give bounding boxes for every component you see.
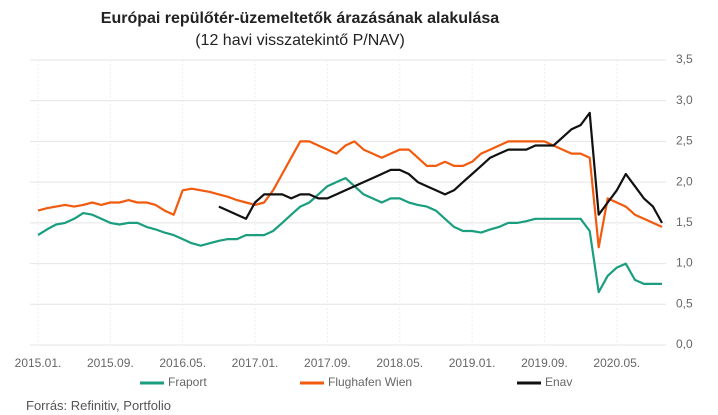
x-tick-label: 2015.09. [87, 356, 134, 370]
x-tick-label: 2018.05. [376, 356, 423, 370]
chart-title: Európai repülőtér-üzemeltetők árazásának… [100, 10, 500, 27]
chart: 0,0 0,5 1,0 1,5 2,0 2,5 3,0 3,5 2015.01. 2015.09.… [15, 52, 693, 389]
y-tick-label: 0,0 [676, 337, 693, 351]
x-tick-label: 2019.01. [449, 356, 496, 370]
legend-label: Flughafen Wien [328, 375, 412, 389]
chart-subtitle: (12 havi visszatekintő P/NAV) [195, 32, 405, 49]
line-series [37, 177, 662, 294]
x-tick-label: 2019.09. [521, 356, 568, 370]
x-tick-label: 2017.01. [232, 356, 279, 370]
x-tick-label: 2015.01. [15, 356, 62, 370]
legend-label: Enav [545, 375, 572, 389]
y-tick-label: 0,5 [676, 296, 693, 310]
y-tick-label: 3,5 [676, 52, 693, 66]
y-tick-label: 3,0 [676, 93, 693, 107]
y-tick-label: 2,0 [676, 174, 693, 188]
x-tick-label: 2016.05. [159, 356, 206, 370]
line-series [218, 111, 663, 224]
source: Forrás: Refinitiv, Portfolio [26, 398, 171, 413]
legend-label: Fraport [168, 375, 207, 389]
chart-heading: Európai repülőtér-üzemeltetők árazásának… [90, 8, 510, 52]
line-series [37, 140, 663, 249]
x-tick-label: 2020.05. [593, 356, 640, 370]
y-tick-label: 1,0 [676, 256, 693, 270]
y-tick-label: 2,5 [676, 134, 693, 148]
x-tick-label: 2017.09. [304, 356, 351, 370]
y-tick-label: 1,5 [676, 215, 693, 229]
